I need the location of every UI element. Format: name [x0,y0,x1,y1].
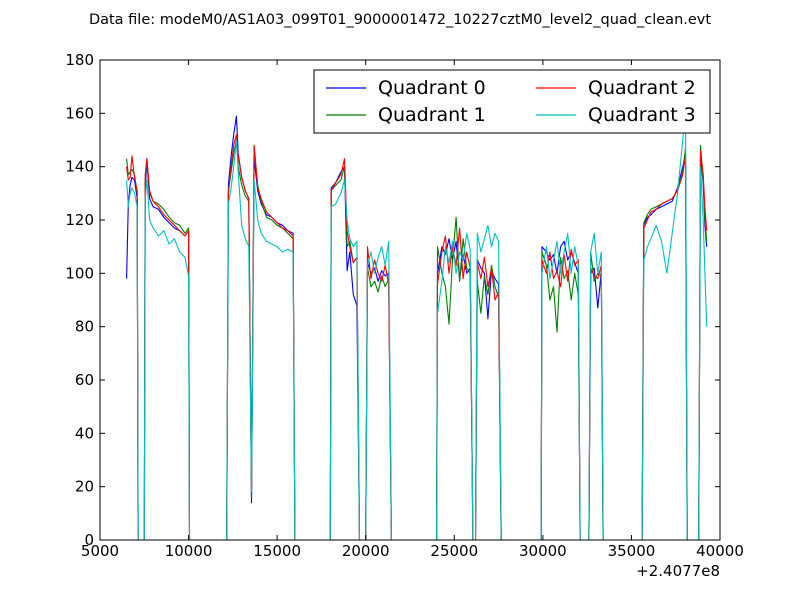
legend-label: Quadrant 3 [588,104,696,126]
series-line-quadrant-3 [126,99,708,540]
series-line-quadrant-2 [126,134,708,540]
legend-box [313,69,711,134]
plot-area [100,60,720,540]
y-axis: 0 20 40 60 80 100 120 140 160 180 [65,51,720,549]
x-offset-label: +2.4077e8 [636,562,720,580]
y-tick-label: 160 [65,104,94,122]
x-tick-label: 20000 [342,542,390,560]
y-tick-label: 140 [65,158,94,176]
series-line-quadrant-0 [126,115,708,540]
legend: Quadrant 0 Quadrant 1 Quadrant 2 Quadrant 3 [313,69,711,134]
figure-title: Data file: modeM0/AS1A03_099T01_90000014… [89,12,711,28]
y-tick-label: 0 [84,531,94,549]
y-tick-label: 120 [65,211,94,229]
x-tick-label: 10000 [165,542,213,560]
series-lines [126,99,708,540]
y-tick-label: 60 [75,371,94,389]
x-axis: 5000 10000 15000 20000 25000 30000 35000 40000 [81,60,744,560]
legend-label: Quadrant 2 [588,77,696,99]
legend-label: Quadrant 1 [378,104,486,126]
y-tick-label: 40 [75,424,94,442]
x-tick-label: 40000 [696,542,744,560]
legend-label: Quadrant 0 [378,77,486,99]
x-tick-label: 30000 [519,542,567,560]
y-tick-label: 20 [75,478,94,496]
x-tick-label: 15000 [253,542,301,560]
x-tick-label: 5000 [81,542,119,560]
y-tick-label: 100 [65,264,94,282]
series-line-quadrant-1 [126,139,708,540]
plot-frame [99,59,721,541]
x-tick-label: 35000 [608,542,656,560]
x-tick-label: 25000 [430,542,478,560]
y-tick-label: 80 [75,318,94,336]
y-tick-label: 180 [65,51,94,69]
